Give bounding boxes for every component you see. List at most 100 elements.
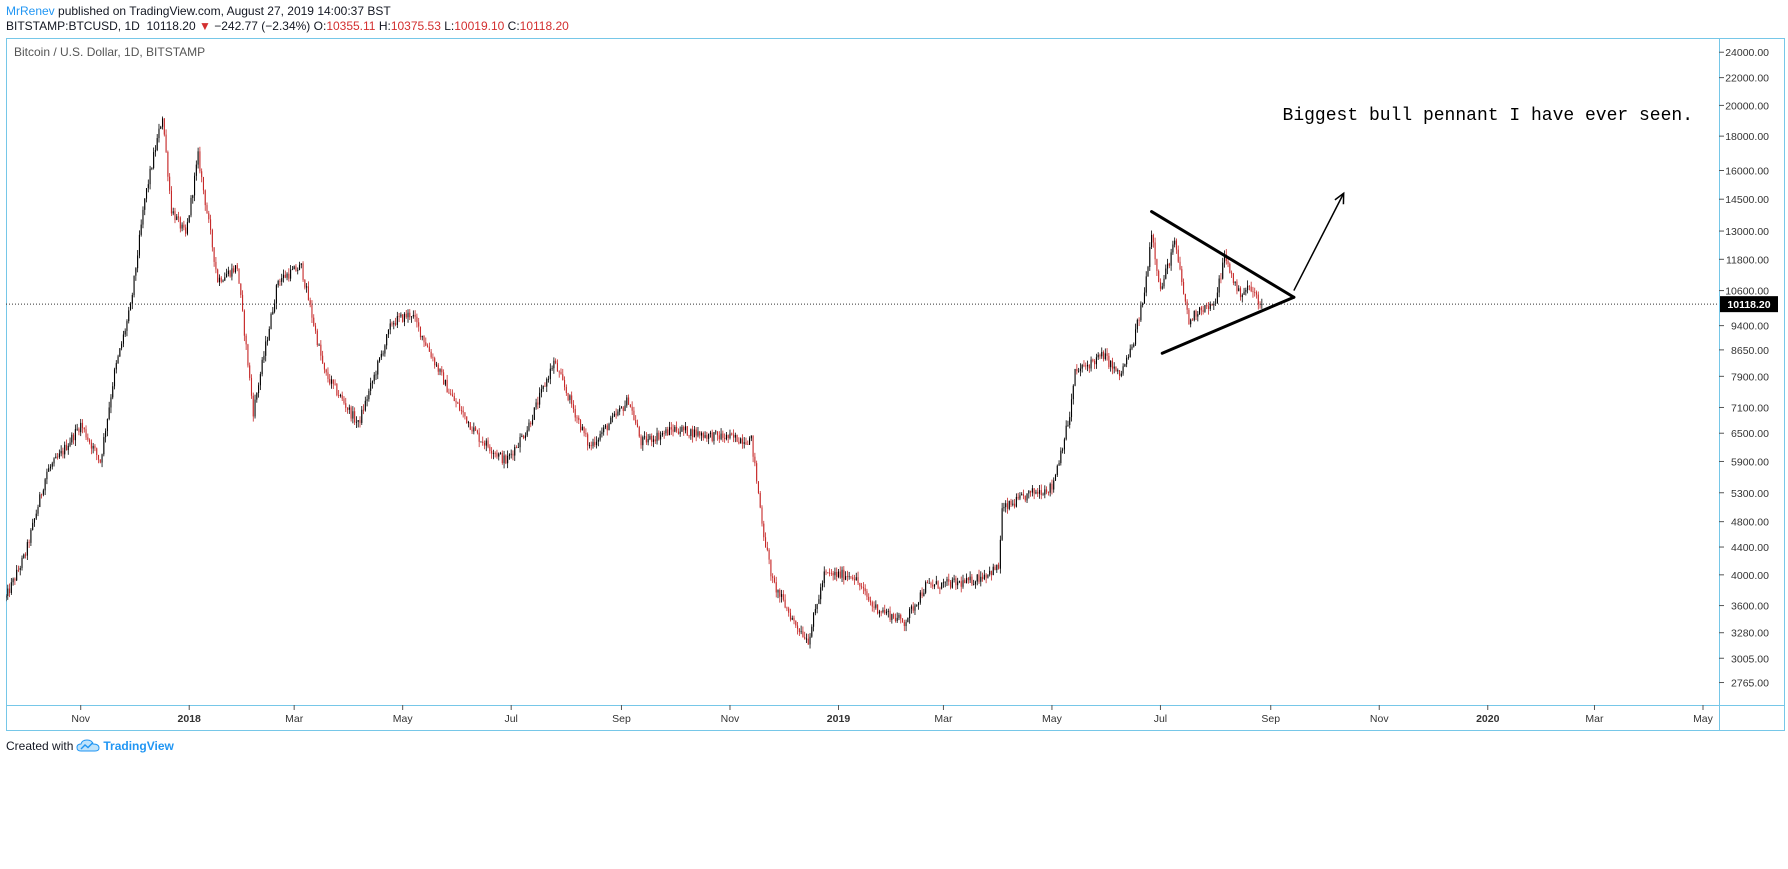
candle-body [859, 583, 861, 587]
candle-body [896, 617, 898, 621]
candle-body [944, 581, 946, 583]
candle-body [855, 577, 857, 581]
candle-body [1120, 373, 1122, 376]
candle-body [747, 444, 749, 445]
price-chart[interactable]: 10118.20 24000.00 22000.00 20000.00 18000.0… [5, 38, 1785, 731]
candle-body [259, 374, 261, 386]
candle-body [355, 421, 357, 423]
candle-body [700, 433, 703, 436]
candle-body [989, 570, 991, 575]
candle-body [293, 266, 295, 270]
y-tick-label: 7900.00 [1731, 371, 1769, 383]
candle-body [322, 355, 324, 364]
candle-body [1021, 494, 1023, 496]
candle-body [103, 437, 105, 455]
candle-body [1177, 249, 1179, 262]
candle-body [873, 606, 875, 608]
candle-body [781, 594, 783, 597]
candle-body [992, 566, 994, 576]
candle-body [953, 578, 955, 580]
candle-body [603, 427, 605, 433]
candle-body [494, 452, 496, 454]
candle-body [820, 587, 822, 600]
candle-body [1163, 278, 1165, 287]
candle-body [112, 386, 114, 398]
candle-body [1106, 353, 1108, 356]
candle-body [126, 321, 128, 331]
candle-body [334, 383, 336, 385]
candle-body [507, 455, 509, 464]
candle-body [389, 323, 391, 330]
candle-body [1069, 417, 1071, 425]
candle-body [432, 357, 434, 359]
candle-body [804, 637, 806, 639]
candle-body [382, 353, 384, 355]
candle-body [1241, 294, 1243, 298]
candle-body [354, 411, 356, 423]
candle-body [291, 269, 293, 271]
candle-body [1062, 449, 1064, 451]
candle-body [1145, 276, 1147, 293]
candle-body [400, 314, 402, 317]
candle-body [736, 434, 738, 442]
candle-body [498, 453, 500, 457]
candle-body [523, 435, 525, 439]
candle-body [583, 426, 585, 434]
candle-body [850, 576, 852, 578]
candle-body [933, 584, 936, 587]
tradingview-brand[interactable]: TradingView [103, 739, 174, 753]
candle-body [485, 440, 487, 446]
chart-panel[interactable]: 10118.20 24000.00 22000.00 20000.00 18000.0… [5, 38, 1785, 731]
candle-body [467, 422, 470, 424]
candle-body [386, 334, 388, 346]
candle-body [277, 281, 279, 286]
candle-body [841, 569, 843, 578]
candle-body [964, 580, 966, 584]
candle-body [1206, 305, 1208, 307]
y-tick-label: 4000.00 [1731, 570, 1769, 582]
candle-body [515, 447, 518, 448]
candle-body [270, 313, 272, 330]
candle-body [711, 432, 713, 441]
candle-body [330, 379, 333, 384]
candle-body [348, 407, 350, 410]
candle-body [81, 422, 84, 428]
candle-body [793, 617, 795, 621]
candle-body [416, 316, 418, 323]
candle-body [174, 211, 176, 220]
candle-body [884, 610, 886, 614]
author-link[interactable]: MrRenev [6, 4, 55, 18]
candle-body [341, 395, 343, 399]
candle-body [274, 303, 276, 312]
candle-body [73, 434, 75, 441]
candle-body [528, 422, 530, 431]
candle-body [482, 441, 484, 443]
candle-body [973, 584, 975, 585]
candle-body [610, 417, 612, 425]
candle-body [946, 579, 948, 582]
candle-body [782, 594, 784, 600]
low-label: L: [444, 19, 455, 33]
candle-body [279, 281, 281, 282]
candle-body [206, 205, 208, 214]
candle-body [307, 286, 309, 301]
candle-body [238, 268, 240, 284]
candle-body [786, 607, 788, 609]
candle-body [227, 270, 229, 275]
candle-body [97, 454, 100, 460]
candle-body [592, 441, 594, 446]
candle-body [160, 126, 162, 129]
candle-body [231, 268, 233, 277]
candle-body [12, 578, 14, 583]
candle-body [565, 387, 567, 394]
candle-body [686, 426, 688, 436]
candle-body [813, 613, 815, 627]
candle-body [994, 566, 996, 571]
candle-body [1072, 385, 1074, 400]
candle-body [688, 435, 690, 437]
candle-body [998, 564, 1000, 569]
candle-body [1213, 303, 1215, 306]
candle-body [594, 441, 596, 446]
high-label: H: [378, 19, 391, 33]
candle-body [1181, 269, 1183, 283]
